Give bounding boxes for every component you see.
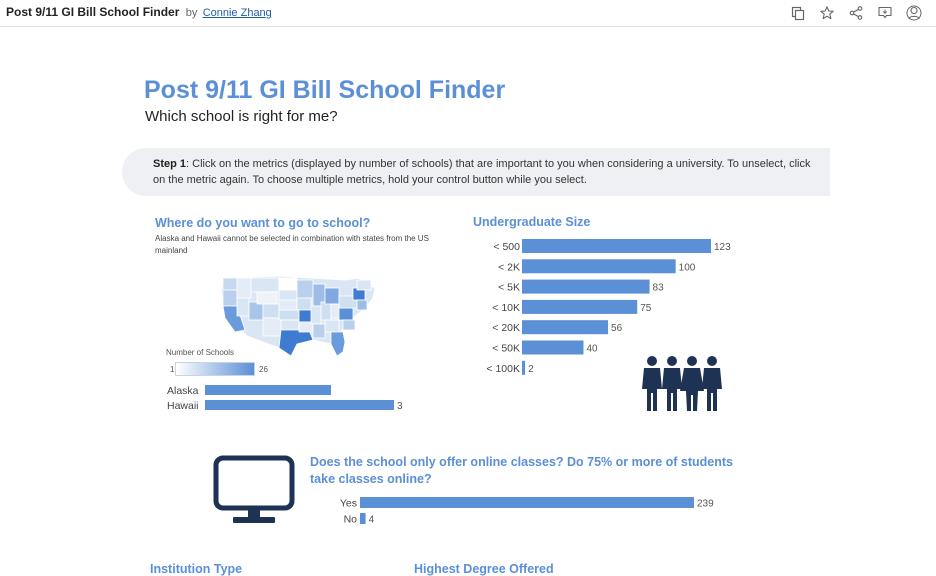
data-label: 75 [640,303,652,314]
legend-max-label: 26 [259,365,268,374]
bar [522,360,526,375]
legend-title: Number of Schools [166,348,235,357]
bar-label: Hawaii [167,400,199,412]
bar [360,497,694,508]
bar [522,259,676,274]
bar [522,340,584,355]
step-instructions: Step 1: Click on the metrics (displayed … [122,148,830,196]
bar-label: < 10K [492,302,520,314]
bar [360,513,366,524]
undergrad-title: Undergraduate Size [473,215,591,229]
user-badge-icon[interactable] [906,5,922,21]
step-text: : Click on the metrics (displayed by num… [153,158,811,186]
top-toolbar: Post 9/11 GI Bill School Finder by Conni… [0,0,936,27]
bar-label: < 2K [498,261,520,273]
online-title-line1: Does the school only offer online classe… [310,455,734,469]
bar-label: < 100K [486,363,520,375]
data-label: 56 [611,323,623,334]
bar [205,400,394,410]
by-label: by [185,7,198,19]
monitor-icon [213,455,295,523]
bar [522,299,638,314]
bar-label: < 500 [493,241,520,253]
bar-label: Alaska [167,385,199,397]
bar-label: < 50K [492,343,520,355]
comment-icon[interactable] [877,5,893,21]
share-icon[interactable] [848,5,864,21]
data-label: 4 [369,515,375,526]
workbook-title: Post 9/11 GI Bill School Finder by Conni… [6,5,272,19]
author-link[interactable]: Connie Zhang [202,7,272,19]
data-label: 239 [697,499,714,510]
online-title-line2: take classes online? [310,472,432,486]
location-note: Alaska and Hawaii cannot be selected in … [155,234,429,255]
data-label: 3 [397,401,403,412]
page-subtitle: Which school is right for me? [145,108,338,125]
institution-type-title: Institution Type [150,562,243,576]
bar [522,320,609,335]
legend-gradient [175,362,255,376]
data-label: 123 [714,242,731,253]
data-label: 83 [653,283,665,294]
bar [205,385,331,395]
bar-label: < 5K [498,282,520,294]
page-title: Post 9/11 GI Bill School Finder [144,76,506,104]
star-icon[interactable] [819,5,835,21]
bar-label: Yes [340,498,357,510]
legend-min-label: 1 [170,365,175,374]
workbook-title-text: Post 9/11 GI Bill School Finder [6,5,180,19]
bar-label: < 20K [492,322,520,334]
location-title: Where do you want to go to school? [155,216,371,230]
copy-icon[interactable] [790,5,806,21]
us-choropleth-map[interactable] [217,272,381,362]
highest-degree-title: Highest Degree Offered [414,562,554,576]
bar [522,279,650,294]
bar-label: No [344,514,358,526]
data-label: 40 [586,344,598,355]
step-label: Step 1 [153,158,187,170]
bar [522,239,711,253]
data-label: 2 [528,364,534,375]
data-label: 100 [679,262,696,273]
people-icon [642,356,722,411]
